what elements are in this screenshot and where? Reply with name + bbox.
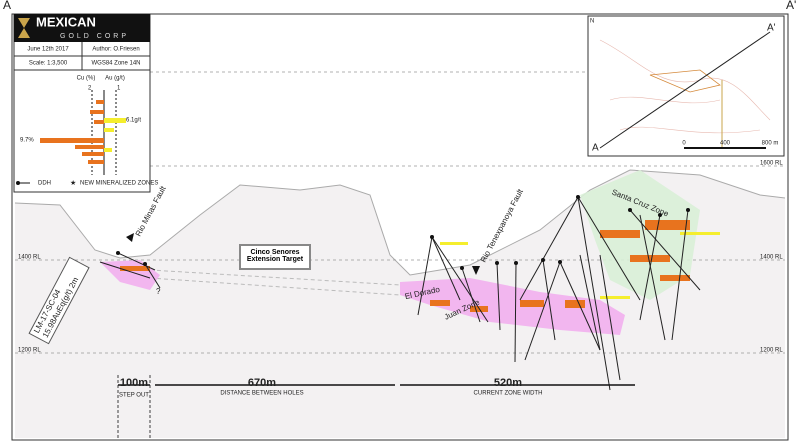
- star: ★: [70, 179, 76, 187]
- section-start: A: [3, 0, 11, 12]
- date: June 12th 2017: [27, 47, 69, 53]
- scale-0: 0: [682, 141, 686, 147]
- inset-start: A: [592, 143, 599, 154]
- target-box: [239, 244, 311, 270]
- target-label: Cinco Senores Extension Target: [246, 249, 304, 263]
- cu-bars: [40, 100, 104, 164]
- frame: [11, 13, 789, 441]
- measure-note: CURRENT ZONE WIDTH: [474, 391, 543, 397]
- measure: 520m: [494, 377, 522, 389]
- au-tick: 1: [117, 86, 121, 92]
- inset-end: A': [767, 23, 776, 34]
- rl-label: 1200 RL: [18, 348, 41, 354]
- inset-zone: [649, 69, 721, 93]
- measure-note: STEP OUT: [119, 393, 149, 399]
- au-intercepts: [440, 232, 720, 299]
- measure-lines: [117, 375, 635, 440]
- au-max: 6.1g/t: [126, 118, 141, 124]
- rl-label: 1400 RL: [18, 255, 41, 261]
- scale: Scale: 1:3,500: [29, 61, 68, 67]
- legend-zones: NEW MINERALIZED ZONES: [80, 181, 158, 187]
- cu-tick: 2: [88, 86, 92, 92]
- author: Author: O.Friesen: [92, 47, 139, 53]
- scale-mid: 400: [720, 141, 731, 147]
- rl-label: 1600 RL: [760, 161, 783, 167]
- unknown: ?: [156, 287, 161, 296]
- rl-label: 1200 RL: [760, 348, 783, 354]
- section-line: [599, 31, 771, 149]
- legend-ddh: DDH: [38, 181, 51, 187]
- cu-label: Cu (%): [77, 76, 96, 82]
- inset: [587, 15, 785, 157]
- datum: WGS84 Zone 14N: [91, 61, 140, 67]
- au-bars: [104, 118, 126, 152]
- section-end: A': [786, 0, 796, 12]
- measure: 100m: [120, 377, 148, 389]
- drill-holes: [99, 196, 701, 391]
- topography: [14, 169, 786, 276]
- target: Cinco Senores Extension Target: [246, 249, 304, 263]
- logo-icon: [18, 18, 30, 38]
- measure: 670m: [248, 377, 276, 389]
- collars: [116, 195, 690, 270]
- cu-max: 9.7%: [20, 138, 34, 144]
- north: N: [590, 19, 594, 25]
- ground: [15, 170, 785, 438]
- rl-label: 1400 RL: [760, 255, 783, 261]
- fault-arrow: [472, 266, 480, 275]
- scale-end: 800 m: [762, 141, 779, 147]
- measure-note: DISTANCE BETWEEN HOLES: [220, 391, 303, 397]
- fault-arrow: [126, 233, 134, 242]
- logo-top: MEXICAN: [36, 14, 96, 29]
- au-label: Au (g/t): [105, 76, 125, 82]
- logo-bottom: GOLD CORP: [60, 33, 129, 40]
- callout-box: [28, 256, 90, 345]
- ddh-symbol: [16, 181, 20, 185]
- logo-bg: [14, 14, 150, 42]
